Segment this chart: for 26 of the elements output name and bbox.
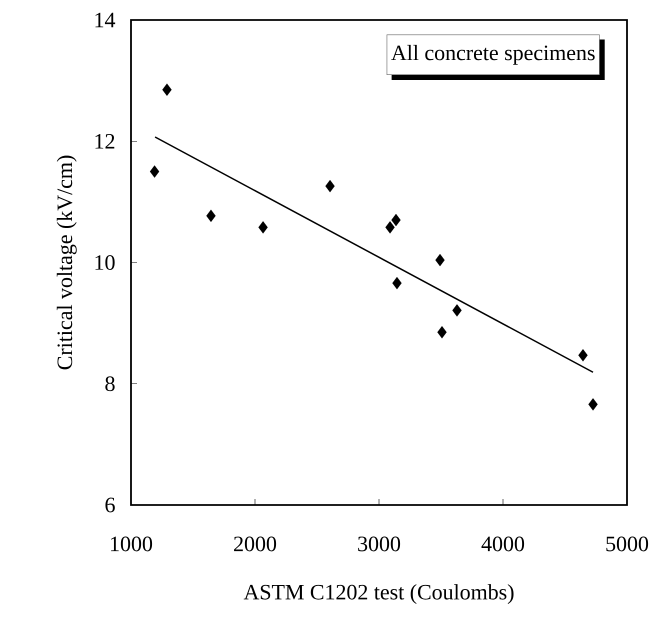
x-tick-label: 3000: [358, 536, 400, 552]
point: [258, 221, 268, 234]
point: [325, 180, 335, 192]
x-axis-title: ASTM C1202 test (Coulombs): [244, 584, 514, 604]
point: [391, 214, 401, 226]
y-axis-title: Critical voltage (kV/cm): [56, 156, 77, 370]
y-tick-label: 12: [95, 134, 114, 149]
y-tick-label: 10: [95, 255, 115, 270]
point: [588, 398, 598, 411]
y-tick-label: 14: [95, 12, 116, 28]
annotation: All concrete specimens: [391, 44, 595, 65]
x-tick-label: 2000: [234, 536, 276, 552]
point: [385, 221, 395, 234]
x-tick-label: 5000: [606, 536, 648, 552]
point: [435, 254, 445, 266]
point: [392, 276, 402, 290]
y-tick-label: 6: [105, 498, 115, 512]
point: [150, 165, 160, 178]
y-tick-label: 8: [105, 376, 115, 392]
x-tick-label: 1000: [111, 536, 152, 552]
point: [578, 349, 588, 362]
point: [452, 304, 462, 317]
x-tick-label: 4000: [482, 536, 524, 552]
point: [437, 326, 447, 338]
point: [206, 210, 216, 222]
point: [162, 84, 172, 96]
